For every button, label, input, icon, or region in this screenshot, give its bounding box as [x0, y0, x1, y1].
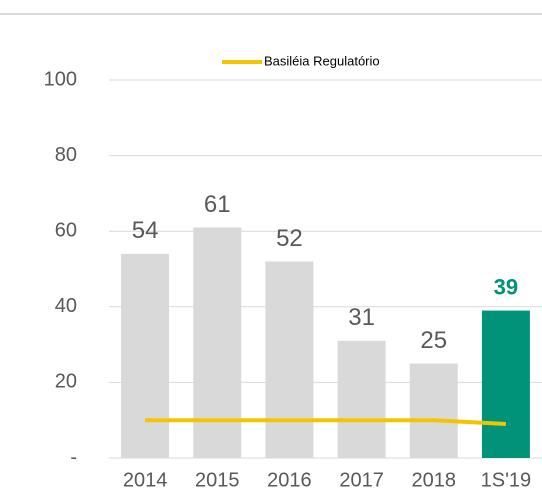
- data-label: 54: [132, 217, 159, 244]
- y-tick-label: 100: [44, 68, 77, 90]
- y-tick-label: 40: [55, 295, 77, 317]
- y-tick-label: 60: [55, 219, 77, 241]
- x-tick-label: 2017: [339, 469, 384, 491]
- y-tick-label: 20: [55, 371, 77, 393]
- bar: [265, 261, 314, 458]
- x-tick-label: 2016: [267, 469, 312, 491]
- data-label: 39: [494, 274, 518, 299]
- bar: [121, 253, 170, 458]
- data-label: 52: [276, 225, 303, 252]
- data-label: 31: [348, 304, 375, 331]
- bar: [409, 363, 458, 458]
- x-tick-label: 2014: [123, 469, 168, 491]
- bar: [337, 340, 386, 458]
- x-tick-label: 1S'19: [481, 469, 532, 491]
- line: [145, 418, 507, 426]
- x-tick-label: 2015: [195, 469, 240, 491]
- data-label: 25: [420, 327, 447, 354]
- bar: [481, 310, 530, 458]
- y-tick-label: 80: [55, 144, 77, 166]
- data-label: 61: [204, 191, 231, 218]
- y-tick-label: -: [70, 446, 77, 468]
- legend-label: Basiléia Regulatório: [264, 53, 380, 68]
- x-tick-label: 2018: [412, 469, 457, 491]
- bar: [193, 227, 242, 458]
